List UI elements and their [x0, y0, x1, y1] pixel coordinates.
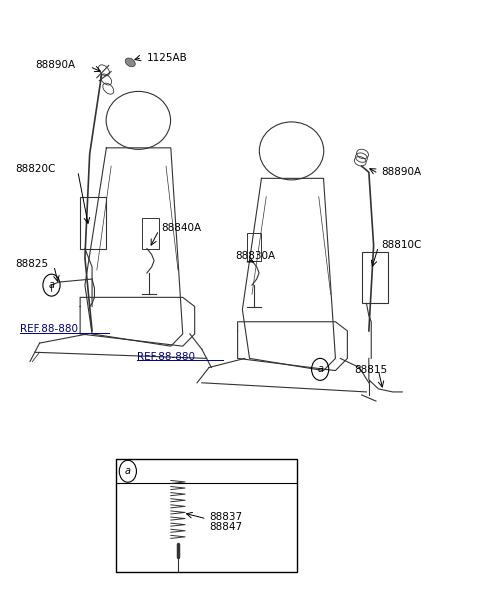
Text: a: a [317, 364, 323, 375]
Bar [142, 218, 159, 248]
Bar [80, 197, 107, 248]
Text: 88847: 88847 [209, 522, 242, 533]
Bar [362, 251, 388, 303]
Text: REF.88-880: REF.88-880 [21, 324, 78, 334]
Text: REF.88-880: REF.88-880 [137, 351, 195, 362]
Text: 88810C: 88810C [381, 240, 421, 251]
Text: a: a [48, 280, 55, 290]
Text: 88840A: 88840A [161, 223, 202, 234]
Text: 88825: 88825 [16, 259, 49, 268]
Bar [247, 234, 262, 261]
Text: a: a [125, 466, 131, 476]
Bar [116, 459, 297, 572]
Ellipse shape [125, 58, 135, 67]
Text: 88830A: 88830A [235, 251, 276, 262]
Text: 88837: 88837 [209, 512, 242, 522]
Text: 88820C: 88820C [16, 164, 56, 174]
Text: 88890A: 88890A [381, 167, 421, 177]
Text: 1125AB: 1125AB [147, 53, 188, 63]
Text: 88890A: 88890A [35, 61, 75, 70]
Text: 88815: 88815 [355, 365, 388, 375]
